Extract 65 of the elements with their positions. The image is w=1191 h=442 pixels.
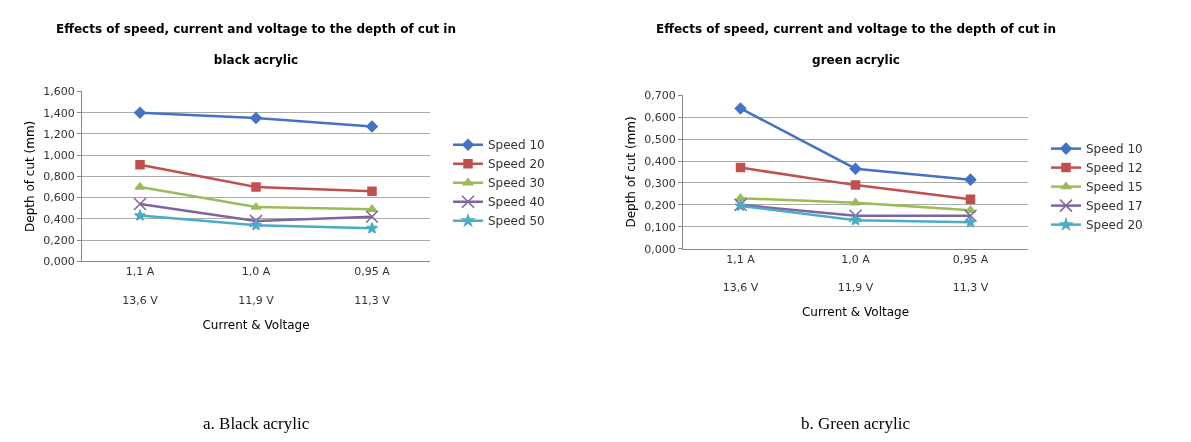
category-label: 1,0 A 11,9 V xyxy=(238,265,274,308)
y-tick-label: 1,600 xyxy=(43,85,75,99)
y-tick-label: 0,400 xyxy=(644,154,676,168)
y-tick-label: 0,700 xyxy=(644,89,676,103)
point xyxy=(848,209,863,223)
legend-label: Speed 15 xyxy=(1086,180,1143,195)
point xyxy=(133,209,147,221)
y-tick-label: 0,000 xyxy=(644,242,676,256)
y-tick-label: 1,400 xyxy=(43,106,75,120)
point xyxy=(366,120,378,133)
x-axis-title: Current & Voltage xyxy=(801,305,910,320)
legend-label: Speed 30 xyxy=(488,176,545,191)
y-tick-label: 0,600 xyxy=(644,111,676,125)
category-label: 1,1 A 13,6 V xyxy=(722,252,759,295)
legend-label: Speed 10 xyxy=(1086,142,1143,157)
y-tick-label: 1,200 xyxy=(43,127,75,141)
legend-label: Speed 50 xyxy=(488,214,545,229)
chart-title: Effects of speed, current and voltage to the depth of cut in green acrylic xyxy=(656,22,1057,68)
legend-label: Speed 20 xyxy=(1086,218,1143,233)
category-label: 1,1 A 13,6 V xyxy=(122,265,158,308)
point xyxy=(849,162,862,175)
text: b. Green acrylic xyxy=(801,414,911,433)
y-tick-label: 0,600 xyxy=(43,191,75,205)
y-tick-label: 0,800 xyxy=(43,170,75,184)
y-tick-label: 0,200 xyxy=(43,233,75,247)
point xyxy=(365,222,379,234)
point xyxy=(249,218,263,231)
y-axis-title: Depth of cut (mm) xyxy=(22,120,37,232)
point xyxy=(735,162,746,173)
legend-label: Speed 10 xyxy=(488,138,545,153)
y-tick-label: 0,000 xyxy=(43,255,75,269)
text: a. Black acrylic xyxy=(203,414,310,433)
y-tick-label: 1,000 xyxy=(43,148,75,162)
point xyxy=(133,197,147,211)
y-tick-label: 0,400 xyxy=(43,212,75,226)
point xyxy=(734,102,747,115)
legend-label: Speed 40 xyxy=(488,195,545,210)
point xyxy=(367,186,377,196)
legend-label: Speed 12 xyxy=(1086,161,1143,176)
point xyxy=(735,193,746,202)
y-tick-label: 0,200 xyxy=(644,198,676,212)
point xyxy=(964,216,977,228)
point xyxy=(251,182,261,192)
point xyxy=(134,106,146,119)
point xyxy=(249,214,263,228)
category-label: 1,0 A 11,9 V xyxy=(837,252,874,295)
y-tick-label: 0,300 xyxy=(644,176,676,190)
point xyxy=(135,159,145,170)
category-label: 0,95 A 11,3 V xyxy=(354,265,390,308)
point xyxy=(963,209,978,223)
chart-title: Effects of speed, current and voltage to the depth of cut in black acrylic xyxy=(56,22,457,68)
point xyxy=(965,194,976,205)
point xyxy=(850,180,861,190)
y-tick-label: 0,100 xyxy=(644,220,676,234)
category-label: 0,95 A 11,3 V xyxy=(952,252,989,295)
y-axis-title: Depth of cut (mm) xyxy=(623,116,638,228)
point xyxy=(964,173,977,186)
x-axis-title: Current & Voltage xyxy=(202,317,310,332)
legend-label: Speed 17 xyxy=(1086,199,1143,214)
y-tick-label: 0,500 xyxy=(644,132,676,146)
point xyxy=(849,213,862,226)
legend-label: Speed 20 xyxy=(488,157,545,172)
point xyxy=(250,112,262,124)
point xyxy=(365,209,379,224)
point xyxy=(850,197,861,206)
